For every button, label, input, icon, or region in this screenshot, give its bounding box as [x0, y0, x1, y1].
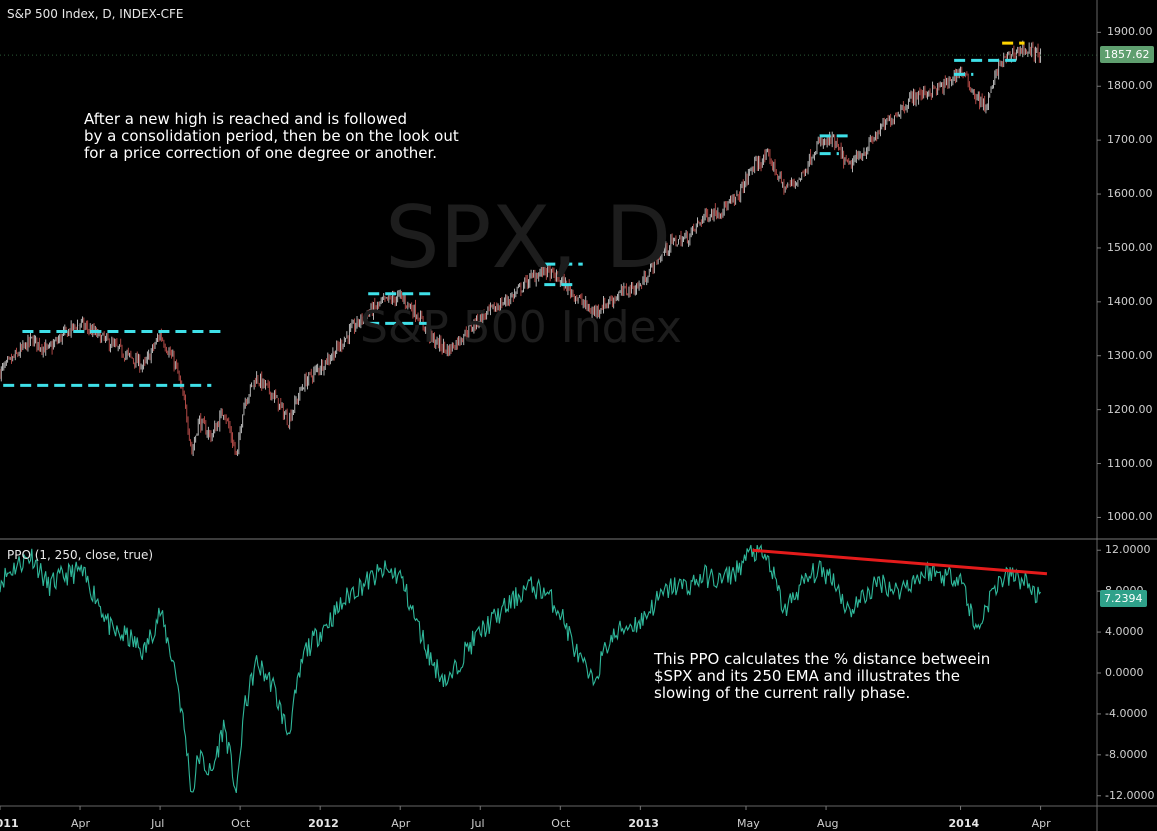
price-axis-label: 1000.00 [1107, 510, 1153, 524]
ppo-axis-label: -8.0000 [1105, 747, 1148, 761]
time-axis-label: 2013 [628, 817, 659, 830]
price-annotation-line: by a consolidation period, then be on th… [84, 127, 459, 145]
time-axis-label: 2011 [0, 817, 19, 830]
price-annotation: After a new high is reached and is follo… [84, 111, 459, 162]
price-axis-label: 1100.00 [1107, 456, 1153, 470]
ppo-axis-label: 4.0000 [1105, 625, 1144, 639]
price-axis-label: 1800.00 [1107, 79, 1153, 93]
time-axis-label: Oct [231, 817, 251, 830]
ppo-trend-line[interactable] [752, 548, 1048, 576]
ppo-axis-label: 12.0000 [1105, 543, 1151, 557]
price-axis-label: 1200.00 [1107, 402, 1153, 416]
price-axis-label: 1500.00 [1107, 240, 1153, 254]
time-axis-label: Apr [1031, 817, 1051, 830]
ppo-annotation-line: slowing of the current rally phase. [654, 684, 911, 702]
time-axis-label: Jul [471, 817, 485, 830]
price-axis-label: 1900.00 [1107, 25, 1153, 39]
price-axis-label: 1400.00 [1107, 294, 1153, 308]
price-axis-label: 1700.00 [1107, 133, 1153, 147]
time-axis-label: Oct [551, 817, 571, 830]
ppo-axis-label: -4.0000 [1105, 706, 1148, 720]
price-annotation-line: After a new high is reached and is follo… [84, 110, 407, 128]
time-axis-label: Apr [71, 817, 91, 830]
time-axis-label: Jul [151, 817, 165, 830]
price-axis-label: 1300.00 [1107, 348, 1153, 362]
last-price-badge: 1857.62 [1100, 46, 1154, 64]
ppo-annotation-line: $SPX and its 250 EMA and illustrates the [654, 667, 960, 685]
price-pane[interactable] [0, 40, 1097, 457]
ppo-line [0, 543, 1042, 794]
watermark-name: S&P 500 Index [360, 302, 682, 353]
ppo-annotation-line: This PPO calculates the % distance betwe… [654, 650, 991, 668]
ppo-axis-label: -12.0000 [1105, 788, 1155, 802]
watermark-symbol: SPX, D [385, 188, 672, 288]
ppo-value-badge: 7.2394 [1100, 589, 1147, 607]
time-axis-label: Apr [391, 817, 411, 830]
ppo-title: PPO (1, 250, close, true) [7, 548, 154, 562]
time-axis-label: 2014 [948, 817, 980, 830]
chart-title: S&P 500 Index, D, INDEX-CFE [7, 7, 184, 21]
time-axis-label: Aug [817, 817, 839, 830]
ppo-pane[interactable] [0, 543, 1048, 794]
price-annotation-line: for a price correction of one degree or … [84, 144, 437, 162]
time-axis-label: 2012 [308, 817, 339, 830]
ppo-annotation: This PPO calculates the % distance betwe… [654, 651, 990, 702]
time-axis-label: May [737, 817, 760, 830]
price-axis-label: 1600.00 [1107, 187, 1153, 201]
ppo-axis-label: 0.0000 [1105, 666, 1144, 679]
